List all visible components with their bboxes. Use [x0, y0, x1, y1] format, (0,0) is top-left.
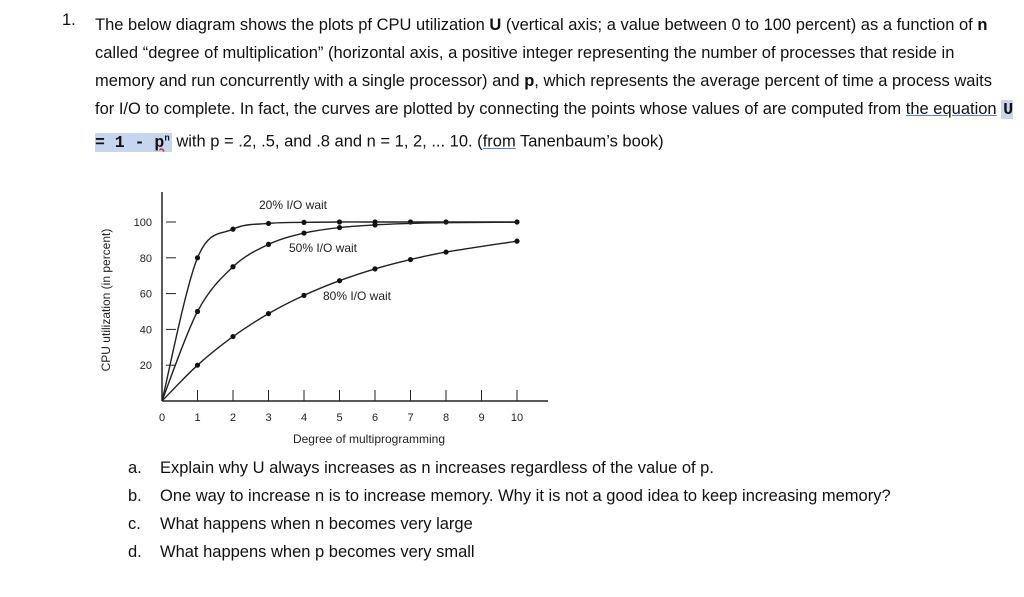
data-point: [514, 238, 520, 244]
x-tick-label: 1: [194, 412, 200, 424]
data-point: [336, 278, 343, 284]
subquestion-a: a. Explain why U always increases as n in…: [128, 459, 714, 477]
data-point: [372, 222, 378, 228]
y-tick-label: 20: [140, 360, 152, 372]
data-point: [407, 256, 414, 263]
data-point: [443, 219, 449, 225]
series-line: [161, 240, 518, 402]
question-number: 1.: [62, 11, 76, 29]
data-point: [194, 308, 201, 315]
y-tick-label: 40: [140, 324, 152, 336]
subquestion-b: b. One way to increase n is to increase m…: [128, 487, 891, 505]
y-axis-label: CPU utilization (in percent): [99, 229, 113, 372]
x-tick-label: 2: [230, 412, 236, 424]
x-tick-label: 4: [301, 412, 307, 424]
x-tick-label: 3: [265, 412, 271, 424]
x-tick-label: 7: [407, 412, 413, 424]
x-tick-label: 6: [372, 412, 378, 424]
data-point: [336, 224, 343, 231]
data-point: [230, 264, 236, 270]
x-tick-label: 0: [159, 412, 165, 424]
data-point: [301, 292, 307, 298]
data-point: [194, 255, 201, 261]
data-point: [336, 219, 343, 225]
data-point: [514, 219, 520, 225]
data-point: [265, 311, 272, 317]
subquestion-c: c. What happens when n becomes very large: [128, 515, 473, 533]
x-tick-label: 10: [511, 412, 523, 424]
data-point: [301, 230, 307, 236]
series-line: [161, 221, 518, 402]
series-label: 20% I/O wait: [259, 198, 328, 212]
y-tick-label: 100: [134, 217, 152, 229]
x-tick-label: 9: [478, 412, 484, 424]
x-tick-label: 8: [443, 412, 449, 424]
data-point: [230, 226, 236, 232]
data-point: [230, 333, 236, 340]
data-point: [265, 220, 272, 227]
data-point: [265, 241, 272, 247]
y-tick-label: 80: [140, 253, 152, 265]
equation-link[interactable]: the equation: [905, 100, 997, 118]
series-label: 50% I/O wait: [289, 241, 358, 255]
y-tick-label: 60: [140, 289, 152, 301]
x-tick-label: 5: [336, 412, 342, 424]
data-point: [301, 219, 307, 225]
data-point: [372, 266, 378, 272]
question-text: The below diagram shows the plots pf CPU…: [95, 16, 1014, 152]
x-axis-label: Degree of multiprogramming: [293, 432, 445, 446]
data-point: [443, 249, 449, 255]
subquestion-d: d. What happens when p becomes very small: [128, 543, 475, 561]
series-label: 80% I/O wait: [323, 289, 392, 303]
data-point: [194, 362, 201, 368]
